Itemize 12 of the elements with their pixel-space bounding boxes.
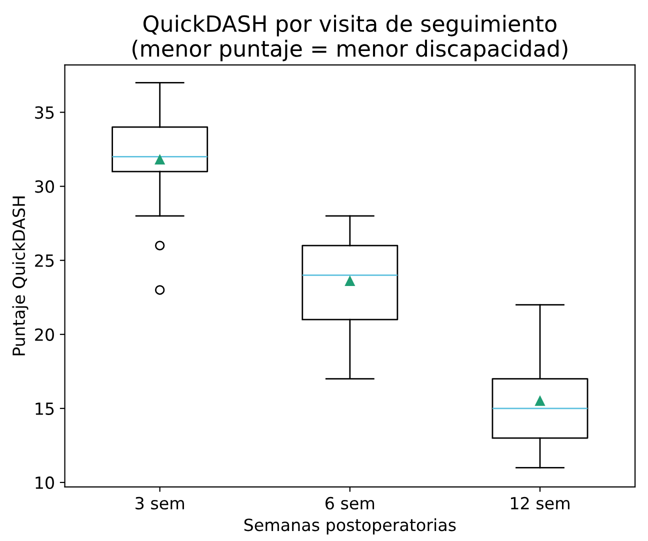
- x-axis-title: Semanas postoperatorias: [244, 518, 456, 534]
- x-tick-label: 3 sem: [136, 496, 184, 510]
- y-tick-label: 30: [35, 180, 54, 193]
- y-tick-label: 10: [36, 476, 54, 490]
- chart-title: QuickDASH por visita de seguimiento (menor puntaje = menor discapacidad): [132, 14, 568, 62]
- x-tick-label: 12 sem: [510, 496, 570, 510]
- x-tick-label: 6 sem: [326, 496, 374, 510]
- y-tick-label: 15: [36, 402, 54, 415]
- y-axis-title: Puntaje QuickDASH: [12, 196, 28, 356]
- y-tick-label: 20: [35, 328, 54, 341]
- y-tick-label: 35: [35, 106, 54, 119]
- y-tick-label: 25: [35, 254, 54, 267]
